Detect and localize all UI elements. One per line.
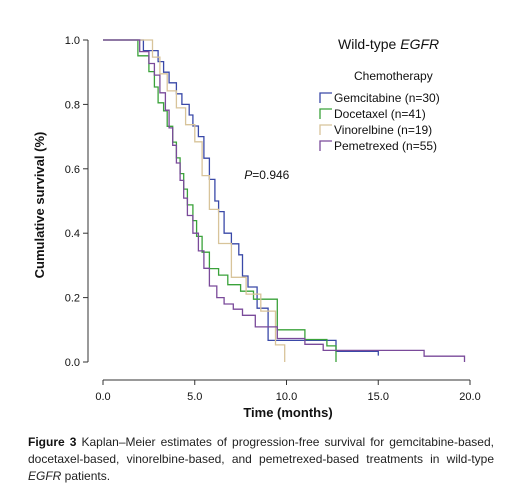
- legend-swatch: [319, 124, 332, 135]
- y-tick-label: 0.0: [65, 357, 80, 369]
- p-value-annotation: P=0.946: [244, 168, 289, 182]
- y-tick-label: 1.0: [65, 35, 80, 47]
- caption-text-end: patients.: [61, 469, 111, 483]
- y-axis-title: Cumulative survival (%): [32, 132, 47, 279]
- y-tick-label: 0.2: [65, 293, 80, 305]
- figure-caption: Figure 3 Kaplan–Meier estimates of progr…: [28, 434, 494, 485]
- legend-item: Pemetrexed (n=55): [334, 139, 437, 153]
- x-tick-label: 15.0: [368, 391, 389, 403]
- chart-title-part: EGFR: [400, 36, 439, 52]
- survival-curve-3: [103, 39, 286, 362]
- legend-swatch: [319, 108, 332, 119]
- chart-title: Wild-type EGFR: [338, 36, 439, 52]
- legend-item: Docetaxel (n=41): [334, 107, 426, 121]
- x-axis-title: Time (months): [243, 405, 332, 420]
- p-value-symbol: P: [244, 168, 252, 182]
- x-axis: 0.0 5.0 10.0 15.0 20.0: [95, 379, 481, 403]
- caption-italic: EGFR: [28, 469, 62, 483]
- survival-curves: [103, 39, 466, 362]
- x-tick-label: 10.0: [276, 391, 297, 403]
- p-value-number: =0.946: [252, 168, 289, 182]
- figure-label: Figure 3: [28, 435, 77, 449]
- survival-curve-4: [103, 39, 466, 362]
- km-chart: 0.0 0.2 0.4 0.6 0.8 1.0 0.0 5.0 10.0 15.0 20.0 Wi…: [32, 35, 481, 420]
- y-tick-label: 0.6: [65, 164, 80, 176]
- caption-text: Kaplan–Meier estimates of progression-fr…: [28, 435, 494, 466]
- survival-curve-2: [103, 39, 337, 362]
- chart-title-part: Wild-type: [338, 36, 400, 52]
- x-tick-label: 0.0: [95, 391, 110, 403]
- legend-swatch: [319, 92, 332, 103]
- legend-swatch: [319, 140, 332, 151]
- legend-item: Vinorelbine (n=19): [334, 123, 432, 137]
- y-tick-label: 0.4: [65, 228, 80, 240]
- x-tick-label: 5.0: [187, 391, 202, 403]
- y-tick-label: 0.8: [65, 99, 80, 111]
- x-tick-label: 20.0: [459, 391, 480, 403]
- legend: Gemcitabine (n=30) Docetaxel (n=41) Vinore…: [319, 91, 440, 153]
- legend-title: Chemotherapy: [354, 69, 433, 83]
- legend-item: Gemcitabine (n=30): [334, 91, 440, 105]
- survival-curve-1: [103, 39, 379, 356]
- y-axis: 0.0 0.2 0.4 0.6 0.8 1.0: [65, 35, 89, 369]
